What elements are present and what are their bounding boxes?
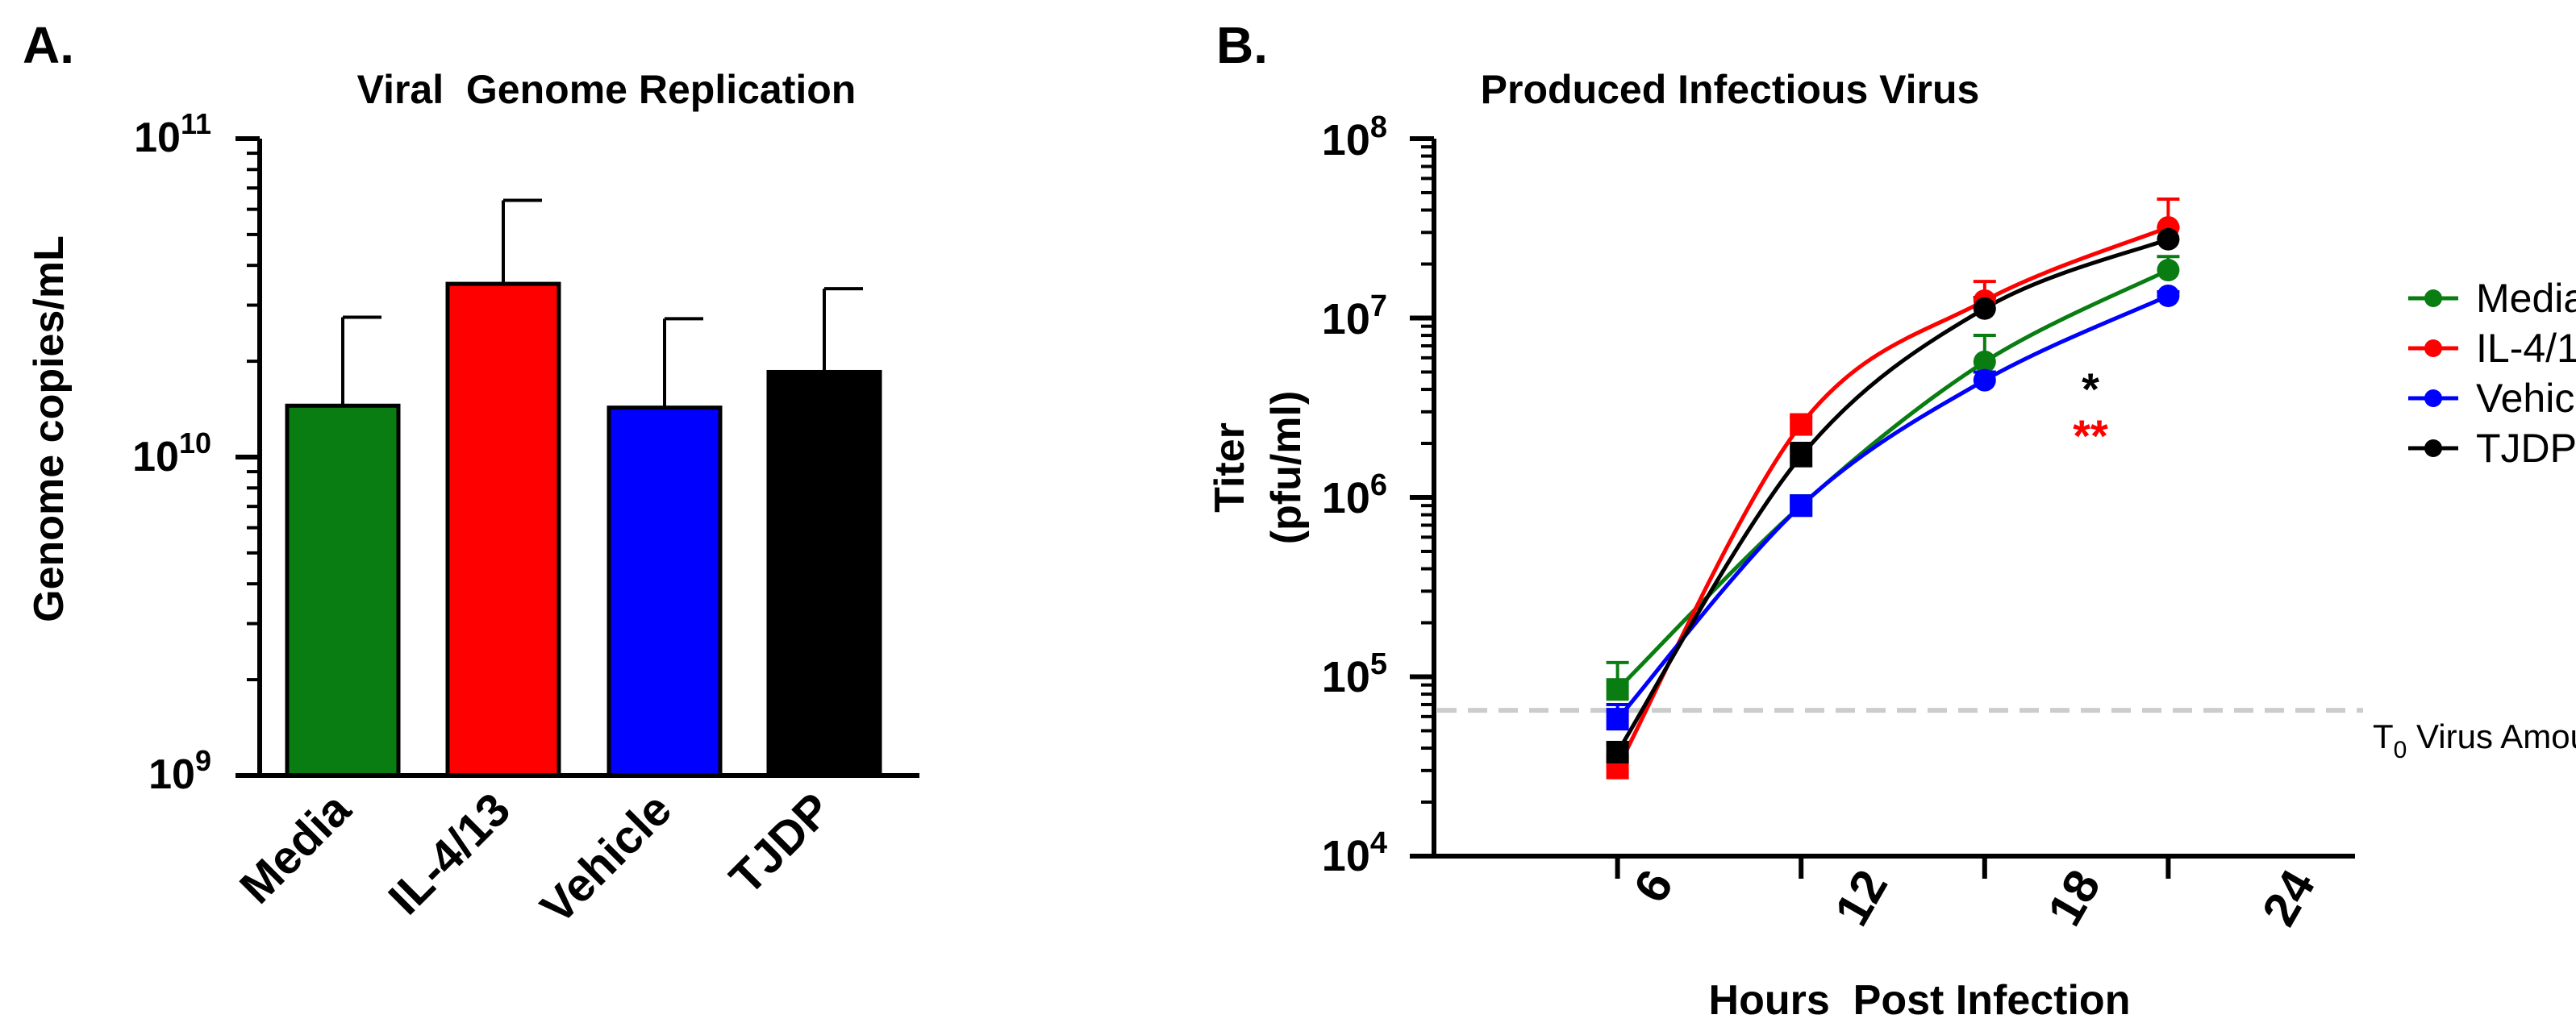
panel-a-x-tick-label-vehicle: Vehicle <box>531 783 682 934</box>
panel-b-letter: B. <box>1216 16 1268 74</box>
panel-b-reference-label: T0 Virus Amount <box>2373 717 2576 763</box>
panel-b-point <box>2157 259 2180 282</box>
panel-a-y-tick-label: 1010 <box>132 426 211 480</box>
legend-marker-il413 <box>2424 339 2442 357</box>
panel-b-y-tick-label: 107 <box>1322 289 1387 343</box>
panel-b-x-tick-label: 24 <box>2252 860 2326 934</box>
panel-b-x-tick-labels: 6 12 18 24 <box>1624 860 2326 934</box>
panel-b-legend: Media IL-4/13 Vehicle TJDP <box>2408 276 2576 471</box>
panel-b-significance-red: ** <box>2073 410 2108 461</box>
legend-marker-media <box>2424 289 2442 307</box>
panel-b-x-axis-title: Hours Post Infection <box>1709 977 2131 1023</box>
panel-b-significance-black: * <box>2082 364 2099 414</box>
panel-b-point <box>2157 284 2180 307</box>
legend-label-il413: IL-4/13 <box>2476 326 2576 371</box>
panel-b-series-line <box>1615 293 2170 721</box>
panel-b-point <box>1973 368 1996 392</box>
panel-a-x-tick-label-tjdp: TJDP <box>719 783 841 904</box>
panel-a-y-ticks <box>236 136 260 778</box>
panel-a-y-axis-title: Genome copies/mL <box>26 235 73 622</box>
panel-b-title: Produced Infectious Virus <box>1481 67 1980 112</box>
panel-b-series <box>1606 198 2180 780</box>
panel-a-letter: A. <box>23 16 74 74</box>
panel-b-y-axis-title-line1: Titer <box>1207 422 1253 513</box>
panel-b-x-tick-label: 18 <box>2037 861 2111 934</box>
panel-b-y-tick-label: 106 <box>1322 468 1387 522</box>
panel-b-x-tick-label: 12 <box>1824 861 1898 934</box>
panel-b-y-ticks <box>1410 136 1434 859</box>
panel-b-x-tick-label: 6 <box>1624 861 1684 911</box>
panel-a-bar <box>285 403 401 778</box>
panel-a-bar <box>766 369 882 778</box>
legend-label-vehicle: Vehicle <box>2476 376 2576 421</box>
panel-b-x-ticks <box>1615 856 2171 879</box>
panel-a-y-tick-label: 109 <box>148 744 211 798</box>
legend-marker-tjdp <box>2424 439 2442 457</box>
panel-a-title: Viral Genome Replication <box>357 67 857 112</box>
panel-a-y-tick-label: 1011 <box>134 107 211 161</box>
panel-b-point <box>1606 678 1629 701</box>
panel-b-point <box>1606 740 1629 763</box>
panel-a: A. Viral Genome Replication Genome copie… <box>23 16 919 934</box>
panel-a-y-axis: 1011 1010 109 <box>132 107 262 798</box>
legend-label-media: Media <box>2476 276 2576 321</box>
panel-b-point <box>1790 413 1813 436</box>
panel-b-point <box>2157 227 2180 251</box>
panel-a-bars <box>285 198 882 778</box>
panel-b-point <box>1790 444 1813 468</box>
legend-marker-vehicle <box>2424 389 2442 407</box>
panel-b-point <box>1973 297 1996 320</box>
panel-b-point <box>1790 494 1813 518</box>
panel-b-point <box>1973 350 1996 373</box>
panel-b-y-tick-label: 108 <box>1322 110 1387 164</box>
legend-label-tjdp: TJDP <box>2476 426 2576 471</box>
panel-b: B. Produced Infectious Virus Titer (pfu/… <box>1207 16 2576 1023</box>
panel-a-bar <box>606 405 723 778</box>
panel-a-x-tick-label-media: Media <box>230 783 361 914</box>
panel-a-x-tick-labels: Media IL-4/13 Vehicle TJDP <box>230 783 841 934</box>
panel-a-bar <box>445 281 561 778</box>
panel-b-y-tick-label: 104 <box>1322 826 1387 880</box>
panel-b-point <box>1606 708 1629 731</box>
panel-b-series-line <box>1615 237 2170 754</box>
panel-a-x-tick-label-il413: IL-4/13 <box>378 783 520 925</box>
panel-b-y-tick-label: 105 <box>1322 647 1387 701</box>
panel-b-y-axis-title-line2: (pfu/ml) <box>1263 391 1310 545</box>
